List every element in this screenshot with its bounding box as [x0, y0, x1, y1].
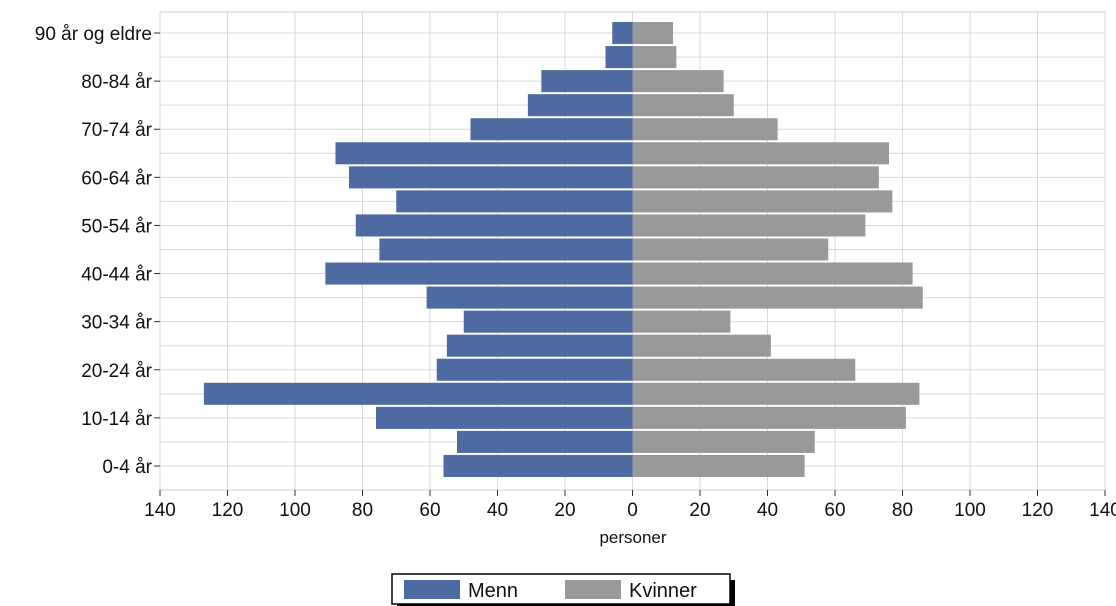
x-tick-label: 20 [554, 500, 575, 521]
bar-menn-16 [541, 70, 633, 93]
bar-menn-4 [436, 358, 633, 381]
y-tick-label: 90 år og eldre [35, 24, 152, 45]
x-tick-label: 100 [954, 500, 986, 521]
y-tick-label: 10-14 år [81, 409, 152, 430]
bar-menn-17 [605, 46, 633, 69]
bar-menn-2 [376, 406, 633, 429]
y-tick-label: 30-34 år [81, 313, 152, 334]
bar-kvinner-18 [632, 22, 673, 45]
x-tick-label: 140 [144, 500, 176, 521]
x-tick-label: 120 [1022, 500, 1054, 521]
bar-menn-3 [203, 382, 633, 405]
bar-menn-15 [527, 94, 633, 117]
x-tick-label: 60 [824, 500, 845, 521]
bar-menn-18 [612, 22, 633, 45]
bar-menn-12 [349, 166, 633, 189]
x-tick-label: 80 [352, 500, 373, 521]
bar-menn-5 [446, 334, 633, 357]
y-tick-label: 0-4 år [102, 457, 152, 478]
bar-kvinner-12 [632, 166, 879, 189]
bar-menn-14 [470, 118, 633, 141]
legend-label-menn: Menn [468, 580, 518, 602]
bar-menn-8 [325, 262, 633, 285]
y-tick-label: 70-74 år [81, 120, 152, 141]
x-tick-label: 80 [892, 500, 913, 521]
y-tick-label: 40-44 år [81, 265, 152, 286]
y-tick-label: 50-54 år [81, 216, 152, 237]
bar-menn-7 [426, 286, 633, 309]
bar-kvinner-9 [632, 238, 829, 261]
bar-kvinner-5 [632, 334, 771, 357]
y-tick-label: 20-24 år [81, 361, 152, 382]
x-axis-title: personer [599, 528, 666, 547]
x-axis: 140 120 100 80 60 40 20 0 20 40 60 80 100 120 140 [144, 490, 1116, 521]
bar-kvinner-6 [632, 310, 731, 333]
x-tick-label: 40 [487, 500, 508, 521]
bar-menn-11 [396, 190, 633, 213]
y-axis: 0-4 år 10-14 år 20-24 år 30-34 år 40-44 år 50… [35, 24, 160, 478]
x-tick-label: 60 [419, 500, 440, 521]
bar-kvinner-10 [632, 214, 866, 237]
legend: Menn Kvinner [391, 573, 735, 606]
y-tick-label: 80-84 år [81, 72, 152, 93]
x-tick-label: 140 [1089, 500, 1116, 521]
bar-kvinner-7 [632, 286, 923, 309]
y-tick-label: 60-64 år [81, 168, 152, 189]
bar-kvinner-14 [632, 118, 778, 141]
bar-kvinner-3 [632, 382, 920, 405]
x-tick-label: 20 [689, 500, 710, 521]
bar-kvinner-11 [632, 190, 893, 213]
legend-label-kvinner: Kvinner [629, 580, 697, 602]
x-tick-label: 100 [279, 500, 311, 521]
bar-kvinner-2 [632, 406, 906, 429]
bar-kvinner-1 [632, 430, 815, 453]
bar-menn-0 [443, 454, 633, 477]
bar-kvinner-17 [632, 46, 677, 69]
bar-kvinner-15 [632, 94, 734, 117]
bar-menn-1 [457, 430, 633, 453]
bar-kvinner-13 [632, 142, 889, 165]
x-tick-label: 0 [627, 500, 638, 521]
bar-kvinner-4 [632, 358, 856, 381]
bar-kvinner-8 [632, 262, 913, 285]
bar-menn-9 [379, 238, 633, 261]
bar-kvinner-0 [632, 454, 805, 477]
legend-swatch-kvinner [565, 580, 621, 599]
bar-kvinner-16 [632, 70, 724, 93]
legend-swatch-menn [404, 580, 460, 599]
x-tick-label: 120 [212, 500, 244, 521]
x-tick-label: 40 [757, 500, 778, 521]
bar-menn-10 [355, 214, 633, 237]
bar-menn-6 [463, 310, 633, 333]
bars [203, 22, 923, 477]
bar-menn-13 [335, 142, 633, 165]
